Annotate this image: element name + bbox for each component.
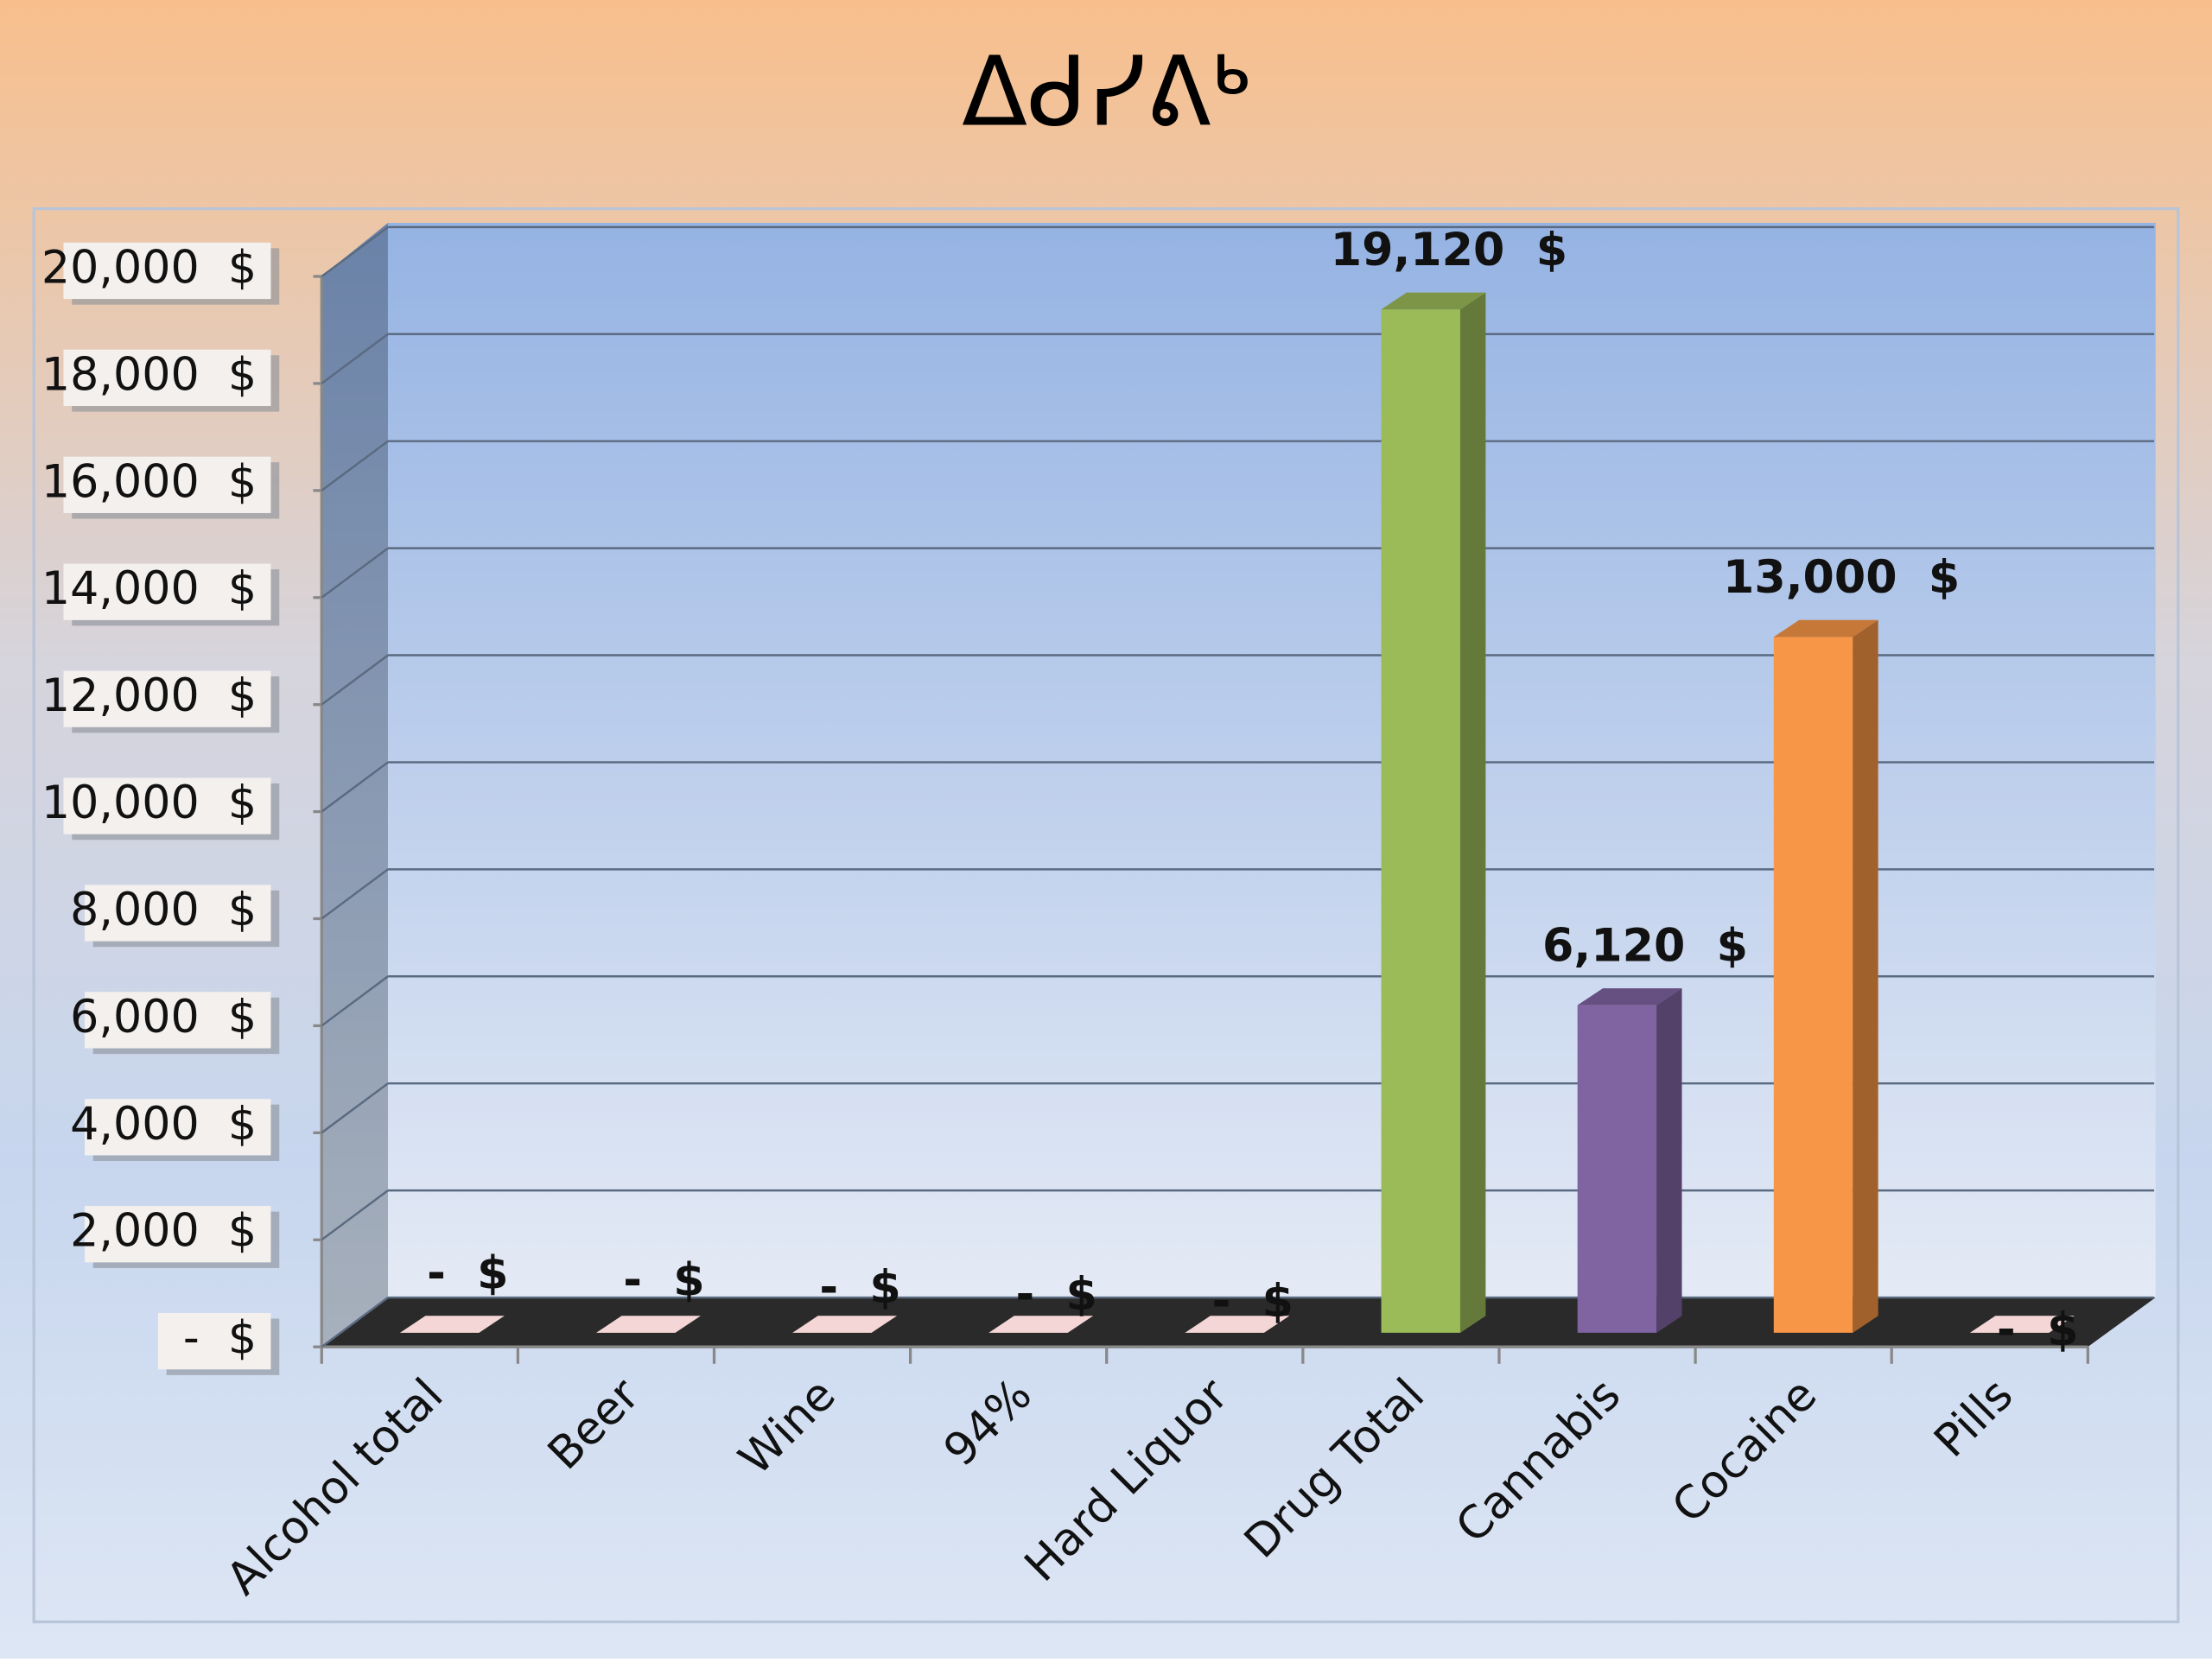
bar-side-shade: [1656, 988, 1682, 1333]
bar-side: [1656, 988, 1682, 1333]
back-wall: [387, 222, 2156, 1298]
y-tick-box: [63, 563, 271, 620]
bar-front: [1381, 309, 1460, 1333]
bar-top: [596, 1316, 701, 1333]
value-label: 6,120 $: [1542, 920, 1748, 972]
y-tick-box: [63, 242, 271, 300]
bar-side-shade: [1459, 292, 1486, 1333]
y-tick-box: [84, 885, 271, 942]
plot-frame: [32, 207, 2180, 1624]
y-tick-label: 16,000 $: [41, 456, 257, 508]
y-tick-box: [63, 777, 271, 834]
bar-top-shade: [1969, 1316, 2075, 1333]
bar-top-shade: [1381, 292, 1486, 310]
bar-top: [1381, 292, 1486, 310]
y-tick-label: 4,000 $: [70, 1099, 257, 1151]
y-tick-box: [63, 456, 271, 513]
bar-side: [1853, 619, 1878, 1333]
bar-top: [1185, 1316, 1290, 1333]
value-label: 19,120 $: [1331, 225, 1567, 276]
y-tick-label: - $: [183, 1313, 257, 1365]
bar-top-shade: [988, 1316, 1094, 1333]
bar-top: [1969, 1316, 2075, 1333]
bar-top: [988, 1316, 1094, 1333]
bar-top-shade: [1577, 988, 1682, 1005]
value-label: - $: [427, 1248, 508, 1300]
grid-line-side: [321, 761, 389, 813]
y-tick-label: 10,000 $: [41, 777, 257, 829]
bar-top-shade: [596, 1316, 701, 1333]
value-label: - $: [623, 1255, 704, 1307]
bar-side-shade: [1853, 619, 1878, 1333]
grid-line-side: [321, 868, 389, 920]
y-tick-box: [84, 1206, 271, 1263]
y-tick-label: 20,000 $: [41, 242, 257, 294]
y-tick-label: 8,000 $: [70, 885, 257, 936]
y-tick-box: [63, 670, 271, 727]
bar-front: [1577, 1005, 1657, 1333]
chart-title: ᐃᑯᓯᕕᒃ: [962, 37, 1250, 149]
value-label: - $: [1015, 1269, 1096, 1321]
y-tick-label: 6,000 $: [70, 992, 257, 1044]
grid-line-side: [321, 440, 389, 492]
grid-line-side: [321, 1189, 389, 1241]
bar-top: [1577, 988, 1682, 1005]
grid-line-side: [321, 1082, 389, 1134]
grid-line-side: [321, 1297, 389, 1348]
bar-top-shade: [1185, 1316, 1290, 1333]
y-tick-label: 12,000 $: [41, 670, 257, 722]
bar-top: [399, 1316, 505, 1333]
bar-top-shade: [1773, 619, 1878, 638]
grid-line-side: [321, 225, 389, 277]
bar-top-shade: [792, 1316, 898, 1333]
bar-top-shade: [399, 1316, 505, 1333]
grid-line-side: [321, 333, 389, 384]
value-label: - $: [1997, 1304, 2078, 1356]
y-tick-box: [157, 1313, 271, 1370]
value-label: - $: [1212, 1276, 1294, 1328]
grid-line-side: [321, 547, 389, 599]
y-tick-box: [84, 1099, 271, 1156]
y-tick-label: 18,000 $: [41, 349, 257, 401]
bar-side: [1459, 292, 1486, 1333]
y-tick-label: 2,000 $: [70, 1206, 257, 1258]
y-tick-box: [63, 349, 271, 407]
y-tick-box: [84, 992, 271, 1049]
bar-top: [792, 1316, 898, 1333]
side-wall: [321, 222, 388, 1348]
value-label: - $: [819, 1262, 900, 1314]
bar-top: [1773, 619, 1878, 638]
y-tick-label: 14,000 $: [41, 563, 257, 615]
grid-line-side: [321, 975, 389, 1027]
bar-front: [1773, 637, 1853, 1333]
grid-line-side: [321, 654, 389, 706]
value-label: 13,000 $: [1723, 552, 1960, 604]
